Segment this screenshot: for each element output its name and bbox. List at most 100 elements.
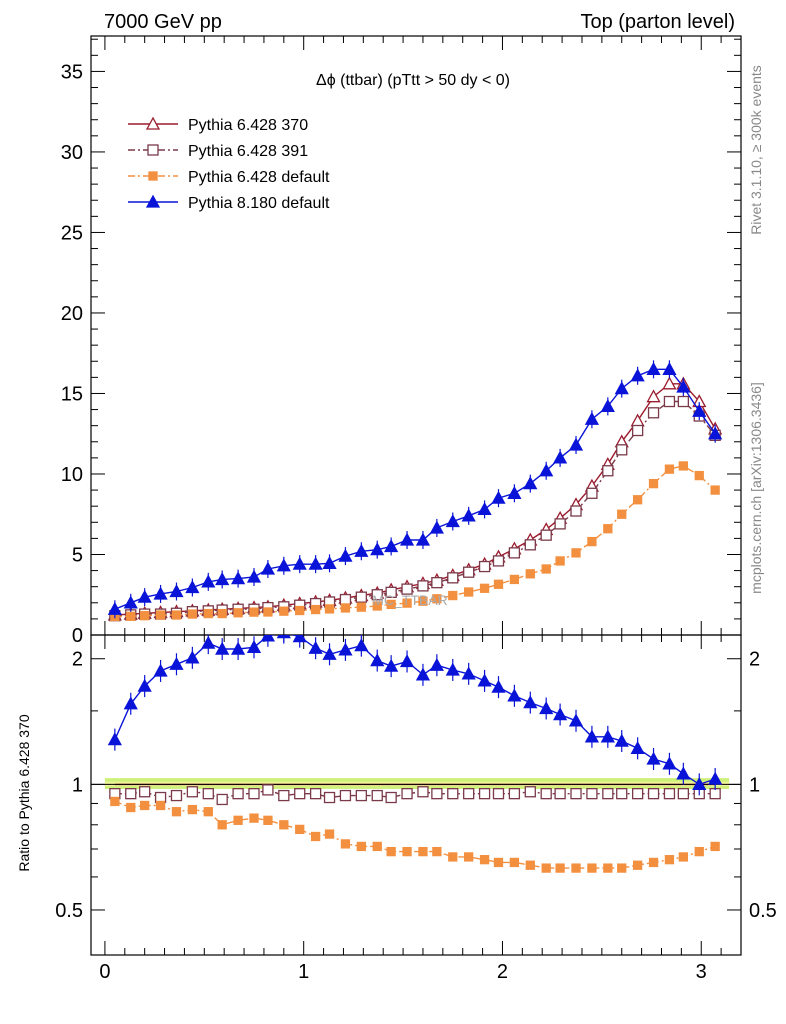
ratio-line-1 — [114, 800, 716, 869]
ratio-y-axis-label: Ratio to Pythia 6.428 370 — [16, 714, 32, 871]
series-point-3 — [201, 574, 216, 588]
ratio-point-0 — [431, 788, 443, 800]
series-point-1 — [478, 560, 491, 573]
series-point-0 — [646, 389, 661, 403]
main-y-tick-label: 35 — [61, 61, 83, 83]
series-point-3 — [169, 584, 184, 598]
series-point-3 — [539, 463, 554, 477]
ratio-point-2 — [260, 635, 276, 642]
series-point-3 — [322, 555, 337, 569]
ratio-point-1 — [541, 863, 551, 873]
ratio-y-tick-label-right: 0.5 — [749, 900, 777, 922]
ratio-point-2 — [123, 696, 138, 710]
ratio-point-0 — [186, 786, 199, 798]
series-point-2 — [479, 583, 490, 593]
legend-marker-1 — [147, 144, 159, 156]
series-point-1 — [524, 539, 536, 551]
series-point-1 — [631, 424, 644, 437]
ratio-point-0 — [663, 788, 676, 800]
ratio-point-2 — [553, 707, 568, 721]
ratio-point-2 — [646, 751, 661, 765]
ratio-point-0 — [540, 788, 552, 800]
ratio-point-2 — [185, 650, 200, 664]
series-point-2 — [648, 478, 659, 489]
series-point-2 — [324, 604, 335, 614]
ratio-point-1 — [249, 813, 259, 823]
header-left-label: 7000 GeV pp — [104, 11, 222, 33]
main-y-tick-label: 15 — [61, 383, 83, 405]
ratio-line-2 — [114, 635, 716, 786]
series-point-2 — [372, 601, 382, 611]
ratio-point-1 — [464, 852, 474, 862]
ratio-y-tick-label: 1 — [72, 774, 83, 796]
series-line-1 — [114, 400, 716, 617]
series-line-0 — [114, 383, 716, 616]
ratio-point-2 — [276, 635, 291, 639]
ratio-point-2 — [445, 662, 460, 676]
series-point-3 — [230, 571, 246, 585]
ratio-point-1 — [310, 831, 321, 842]
ratio-plot-frame — [90, 634, 742, 956]
series-point-3 — [568, 437, 584, 451]
series-point-2 — [171, 610, 182, 620]
ratio-point-1 — [187, 804, 198, 815]
main-y-tick-label: 30 — [61, 142, 83, 164]
series-point-3 — [107, 601, 122, 615]
ratio-point-0 — [709, 788, 721, 800]
main-y-tick-label: 25 — [61, 222, 83, 244]
ratio-point-1 — [571, 863, 581, 873]
ratio-y-tick-label: 2 — [72, 649, 83, 671]
series-point-3 — [662, 361, 677, 375]
ratio-y-tick-label-right: 2 — [749, 649, 760, 671]
ratio-point-0 — [647, 788, 660, 800]
series-point-2 — [155, 610, 166, 620]
ratio-point-0 — [631, 788, 644, 800]
x-tick-label: 2 — [497, 961, 508, 983]
ratio-point-2 — [584, 729, 600, 743]
ratio-point-2 — [107, 732, 122, 746]
ratio-point-2 — [399, 654, 415, 668]
ratio-point-0 — [355, 789, 367, 802]
ratio-point-0 — [216, 793, 228, 806]
series-point-1 — [339, 593, 352, 606]
ratio-point-0 — [309, 788, 322, 800]
series-point-1 — [602, 465, 614, 477]
ratio-point-2 — [354, 638, 369, 652]
main-y-tick-label: 5 — [72, 544, 83, 566]
ratio-point-1 — [324, 829, 335, 839]
series-point-3 — [600, 398, 615, 412]
series-point-3 — [399, 532, 415, 546]
ratio-point-1 — [525, 860, 535, 870]
ratio-point-0 — [554, 788, 566, 800]
series-point-2 — [617, 509, 627, 519]
ratio-point-0 — [125, 788, 137, 800]
ratio-point-0 — [570, 788, 582, 800]
ratio-point-0 — [294, 788, 306, 800]
ratio-point-1 — [295, 824, 305, 835]
ratio-point-0 — [478, 788, 491, 800]
series-point-2 — [525, 569, 535, 579]
ratio-point-1 — [587, 863, 597, 873]
series-line-3 — [114, 368, 716, 610]
ratio-point-2 — [338, 642, 353, 656]
ratio-point-1 — [279, 820, 289, 830]
ratio-point-1 — [678, 852, 689, 862]
main-y-tick-label: 20 — [61, 303, 83, 325]
series-point-2 — [493, 579, 504, 589]
series-point-2 — [509, 574, 520, 585]
series-point-3 — [507, 485, 522, 499]
ratio-point-1 — [356, 841, 366, 852]
ratio-point-2 — [370, 653, 385, 667]
series-point-1 — [586, 487, 598, 499]
series-point-3 — [384, 539, 399, 553]
series-point-3 — [692, 403, 707, 417]
ratio-point-0 — [323, 791, 336, 804]
ratio-point-0 — [202, 788, 214, 800]
series-point-1 — [554, 518, 566, 530]
ratio-point-0 — [677, 788, 690, 800]
ratio-point-1 — [432, 846, 442, 857]
series-point-2 — [249, 607, 259, 617]
ratio-point-2 — [292, 635, 307, 643]
ratio-point-1 — [233, 815, 243, 825]
ratio-point-1 — [617, 863, 627, 873]
